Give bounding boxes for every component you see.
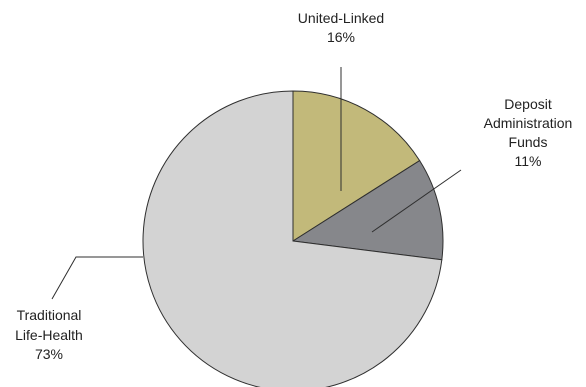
leader-line-traditional-life-health [51,256,143,300]
label-traditional-pct: 73% [35,346,63,362]
label-traditional-line-1: Traditional [17,307,82,323]
pie-slice-traditional-life-health [142,90,443,387]
leader-lines-layer [51,67,462,300]
label-united-linked: United-Linked 16% [298,10,384,45]
leader-line-deposit-administration-funds [371,169,462,233]
label-deposit-line-3: Funds [509,134,548,150]
label-deposit-line-1: Deposit [504,96,552,112]
pie-slice-deposit-administration-funds [291,159,444,261]
label-united-linked-line-1: United-Linked [298,10,384,26]
label-deposit-pct: 11% [515,153,542,169]
label-united-linked-pct: 16% [327,29,355,45]
label-traditional-line-2: Life-Health [15,327,83,343]
slices-layer [142,90,444,387]
pie-slice-united-linked [292,90,421,242]
label-traditional-life-health: Traditional Life-Health 73% [15,307,83,362]
label-deposit-line-2: Administration [484,115,573,131]
label-deposit-administration-funds: Deposit Administration Funds 11% [484,96,573,169]
